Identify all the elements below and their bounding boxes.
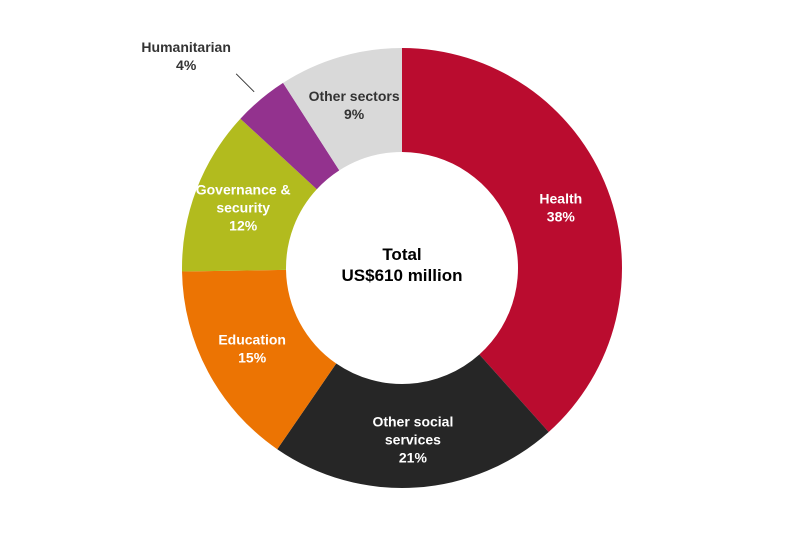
slice-education	[182, 269, 337, 450]
slice-label-other-social: Other social services 21%	[372, 414, 453, 466]
slice-label-line: 21%	[399, 450, 428, 466]
slice-label-line: 12%	[229, 217, 258, 233]
slice-label-line: Health	[539, 190, 582, 206]
slice-label-humanitarian: Humanitarian 4%	[141, 39, 230, 73]
center-total-amount: US$610 million	[342, 266, 463, 285]
slice-label-health: Health 38%	[539, 190, 582, 224]
slice-label-other-sectors: Other sectors 9%	[309, 88, 400, 122]
slice-labels: Health 38% Other social services 21% Educatio…	[141, 39, 582, 466]
slice-label-line: Other sectors	[309, 88, 400, 104]
slice-label-line: 4%	[176, 57, 197, 73]
slice-label-education: Education 15%	[218, 331, 286, 365]
slice-other-sectors	[283, 48, 402, 171]
slice-label-line: Humanitarian	[141, 39, 230, 55]
slice-label-line: Other social	[372, 414, 453, 430]
center-total-label: Total	[382, 245, 421, 264]
slice-label-line: 38%	[547, 208, 576, 224]
slice-label-line: 15%	[238, 349, 267, 365]
slice-label-line: services	[385, 432, 441, 448]
slice-governance	[182, 118, 317, 272]
callout-line-humanitarian	[235, 73, 255, 93]
slice-label-line: Education	[218, 331, 286, 347]
slice-label-governance: Governance & security 12%	[196, 181, 291, 233]
slice-humanitarian	[240, 82, 340, 190]
slice-health	[402, 48, 622, 432]
slice-label-line: 9%	[344, 106, 365, 122]
slice-other-social	[277, 354, 549, 488]
donut-slices	[182, 48, 622, 488]
slice-label-line: security	[216, 199, 270, 215]
slice-label-line: Governance &	[196, 181, 291, 197]
